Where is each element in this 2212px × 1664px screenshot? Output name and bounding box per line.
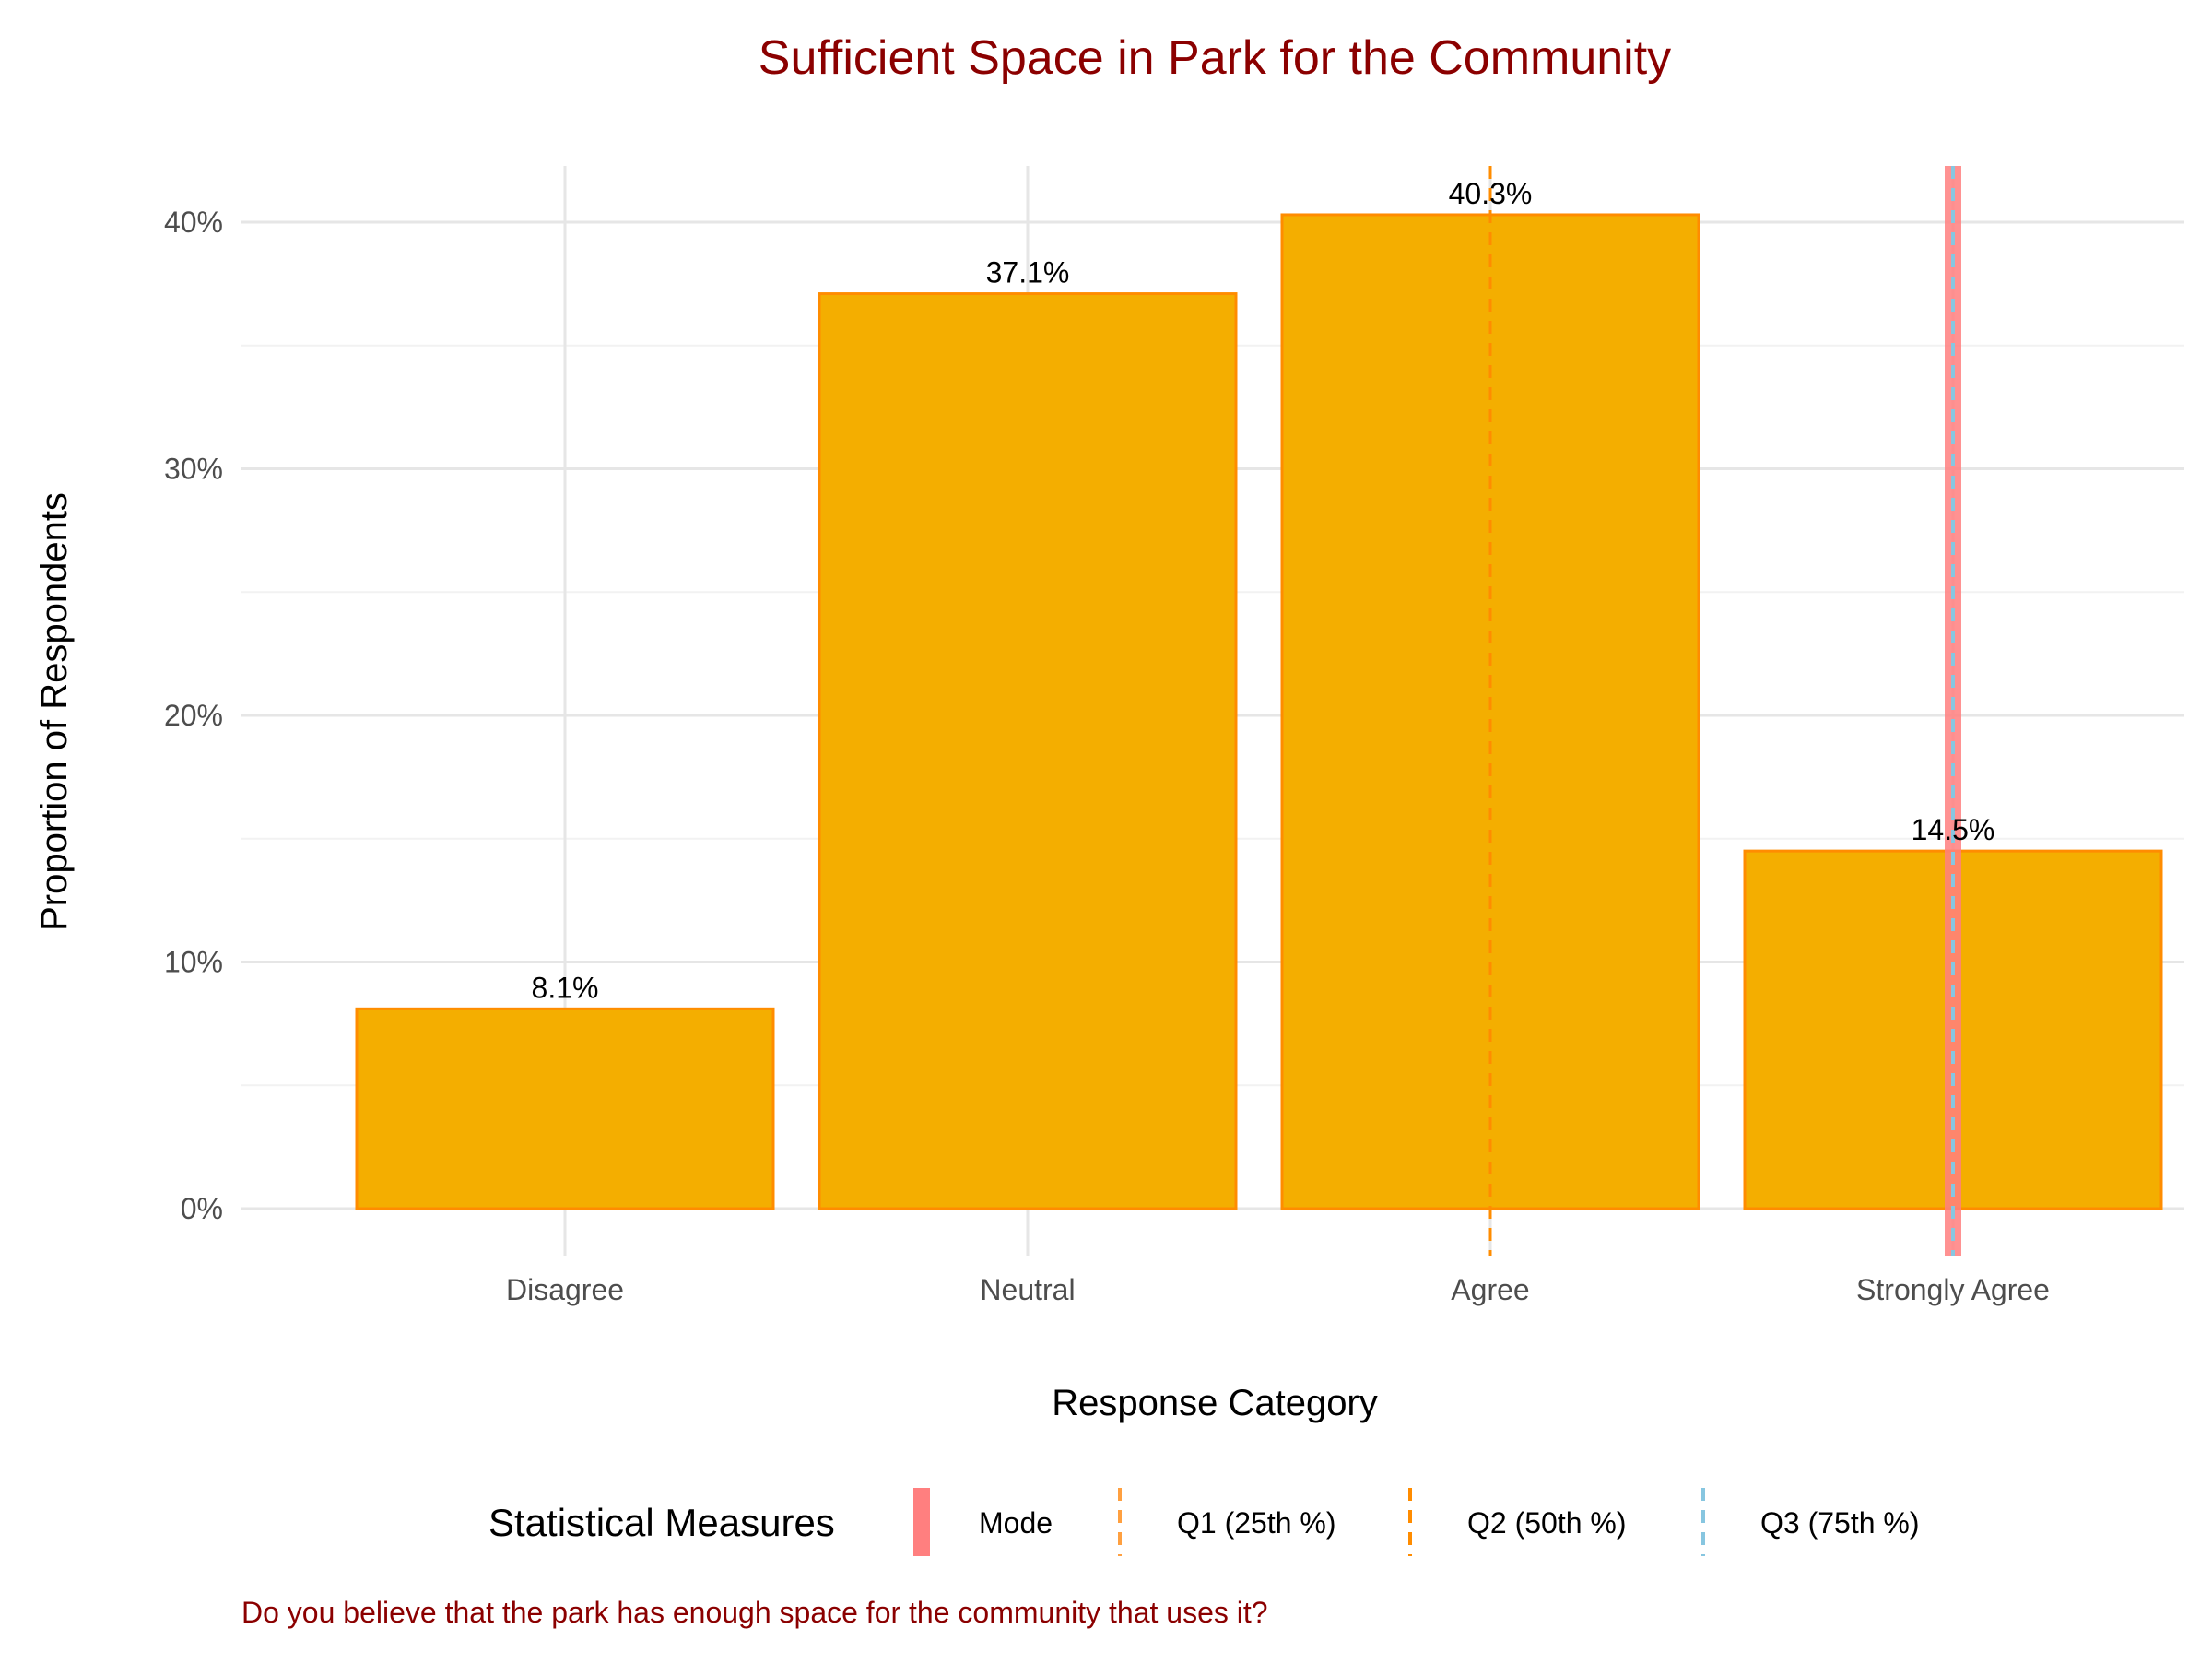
y-tick-label: 0%	[181, 1192, 223, 1225]
x-tick-label: Strongly Agree	[1856, 1273, 2050, 1306]
y-tick-label: 10%	[164, 946, 223, 979]
x-tick-label: Neutral	[980, 1273, 1075, 1306]
legend-key-mode	[913, 1488, 930, 1556]
legend-title: Statistical Measures	[488, 1501, 835, 1544]
y-tick-label: 30%	[164, 453, 223, 486]
x-axis-title: Response Category	[1052, 1383, 1378, 1423]
x-tick-label: Disagree	[506, 1273, 624, 1306]
legend-label: Q1 (25th %)	[1177, 1506, 1336, 1540]
bar	[1280, 213, 1700, 1210]
x-tick-label: Agree	[1451, 1273, 1529, 1306]
bar	[355, 1007, 775, 1210]
bar-data-label: 8.1%	[532, 971, 599, 1004]
bars	[355, 213, 2163, 1210]
bar-data-label: 40.3%	[1449, 177, 1533, 210]
bar-data-label: 14.5%	[1912, 813, 1995, 846]
bar	[818, 292, 1238, 1210]
stat-lines	[1488, 166, 1961, 1256]
axis-ticks: 0% 10% 20% 30% 40% Disagree Neutral Agree Strong…	[164, 206, 2050, 1306]
bar-data-label: 37.1%	[986, 256, 1070, 289]
legend-label: Q3 (75th %)	[1760, 1506, 1920, 1540]
y-tick-label: 40%	[164, 206, 223, 239]
data-labels: 8.1% 37.1% 40.3% 14.5%	[532, 177, 1995, 1004]
legend-label: Mode	[979, 1506, 1053, 1540]
legend-label: Q2 (50th %)	[1467, 1506, 1627, 1540]
chart-title: Sufficient Space in Park for the Communi…	[759, 31, 1671, 85]
legend: Statistical Measures Mode Q1 (25th %) Q2 (…	[488, 1488, 1920, 1556]
y-tick-label: 20%	[164, 699, 223, 732]
caption: Do you believe that the park has enough …	[241, 1596, 1268, 1629]
y-axis-title: Proportion of Respondents	[34, 492, 75, 931]
